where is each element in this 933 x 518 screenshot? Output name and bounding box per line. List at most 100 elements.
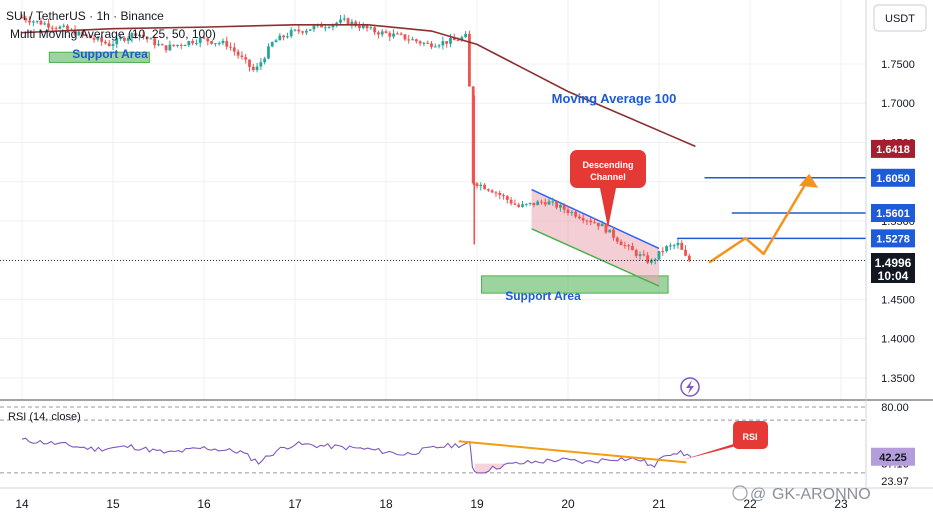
candle-body bbox=[464, 33, 468, 38]
candle-body bbox=[206, 38, 210, 42]
candle-body bbox=[164, 45, 168, 51]
candle-body bbox=[267, 46, 270, 59]
candle-body bbox=[411, 39, 414, 41]
candle-body bbox=[153, 38, 157, 46]
candle-body bbox=[486, 189, 490, 191]
candle-body bbox=[225, 40, 229, 47]
candle-body bbox=[600, 223, 604, 227]
time-tick: 19 bbox=[470, 497, 484, 511]
candle-body bbox=[638, 254, 642, 256]
time-tick: 23 bbox=[834, 497, 848, 511]
candle-body bbox=[369, 27, 373, 29]
rsi-oversold-fill bbox=[474, 463, 559, 473]
candle-body bbox=[377, 32, 380, 35]
price-tick: 1.4500 bbox=[881, 294, 915, 306]
candle-body bbox=[293, 29, 297, 31]
candle-body bbox=[259, 62, 263, 67]
candle-body bbox=[615, 237, 619, 242]
candle-body bbox=[81, 31, 85, 35]
candle-body bbox=[191, 41, 195, 44]
candle-body bbox=[62, 25, 66, 27]
candle-body bbox=[593, 222, 596, 224]
price-badge bbox=[871, 139, 915, 158]
candle-body bbox=[130, 33, 134, 38]
candle-body bbox=[255, 66, 259, 70]
candle-body bbox=[589, 220, 593, 223]
candle-body bbox=[217, 43, 221, 45]
candle-body bbox=[323, 27, 327, 29]
price-badge-text: 1.6418 bbox=[876, 144, 910, 156]
candle-body bbox=[327, 27, 331, 29]
candle-body bbox=[426, 42, 430, 44]
candle-body bbox=[543, 202, 547, 205]
candle-body bbox=[604, 223, 608, 233]
candle-body bbox=[274, 40, 278, 43]
candle-body bbox=[566, 209, 570, 213]
candle-body bbox=[559, 204, 562, 208]
currency-button[interactable]: USDT bbox=[873, 4, 927, 32]
channel-callout-line1: Descending bbox=[582, 160, 633, 170]
candle-body bbox=[570, 211, 574, 213]
candle-body bbox=[361, 25, 365, 29]
candle-body bbox=[612, 229, 615, 238]
candle-body bbox=[498, 192, 502, 196]
candle-body bbox=[119, 37, 122, 39]
price-tick: 1.3500 bbox=[881, 373, 915, 385]
candle-body bbox=[251, 66, 255, 70]
candle-body bbox=[54, 28, 58, 30]
projection-path bbox=[708, 177, 811, 264]
candle-body bbox=[232, 47, 236, 52]
candle-body bbox=[195, 42, 198, 44]
candle-body bbox=[47, 23, 50, 28]
projection-arrowhead bbox=[799, 173, 819, 188]
channel-callout-line2: Channel bbox=[590, 172, 626, 182]
candle-body bbox=[50, 27, 54, 29]
candle-body bbox=[642, 254, 646, 256]
lightning-icon[interactable] bbox=[680, 377, 700, 397]
price-badge-text: 1.6050 bbox=[876, 173, 910, 185]
candle-body bbox=[551, 201, 555, 203]
candle-body bbox=[297, 29, 301, 32]
support-area-label-bottom: Support Area bbox=[505, 289, 581, 303]
candle-body bbox=[524, 203, 528, 205]
support-zones bbox=[48, 51, 669, 294]
candle-body bbox=[350, 21, 354, 25]
price-tick: 1.7500 bbox=[881, 59, 915, 71]
candle-body bbox=[213, 43, 217, 45]
chart-title: SUI / TetherUS · 1h · Binance bbox=[6, 9, 164, 23]
price-badge bbox=[871, 229, 915, 248]
candle-body bbox=[85, 34, 88, 36]
candle-body bbox=[562, 204, 566, 210]
rsi-line bbox=[21, 437, 692, 474]
candle-body bbox=[236, 51, 240, 56]
candle-body bbox=[187, 41, 191, 46]
candle-body bbox=[460, 37, 464, 41]
current-price-badge: 1.4996 10:04 bbox=[871, 253, 915, 283]
candle-body bbox=[574, 211, 577, 217]
candle-body bbox=[384, 31, 388, 33]
candle-body bbox=[221, 40, 225, 44]
candle-body bbox=[145, 36, 149, 39]
moving-average-100-line bbox=[21, 23, 696, 148]
candle-body bbox=[107, 43, 111, 47]
candle-body bbox=[653, 259, 657, 261]
candle-body bbox=[581, 218, 585, 221]
descending-channel-callout: Descending Channel bbox=[570, 150, 646, 228]
candle-body bbox=[28, 20, 31, 23]
candle-body bbox=[373, 27, 377, 33]
candle-body bbox=[304, 30, 308, 33]
channel-lower bbox=[531, 228, 660, 287]
time-axis[interactable]: 14 15 16 17 18 19 20 21 22 23 bbox=[0, 487, 933, 511]
price-badges: 1.6418 1.6050 1.5601 1.5278 bbox=[871, 139, 915, 248]
candle-body bbox=[104, 41, 107, 44]
candle-body bbox=[528, 202, 532, 204]
candle-body bbox=[452, 38, 456, 41]
candle-body bbox=[399, 33, 403, 35]
candle-body bbox=[43, 23, 47, 25]
candle-body bbox=[380, 31, 384, 35]
candle-body bbox=[596, 222, 600, 227]
current-price-text: 1.4996 bbox=[875, 256, 912, 270]
candle-body bbox=[308, 29, 312, 31]
